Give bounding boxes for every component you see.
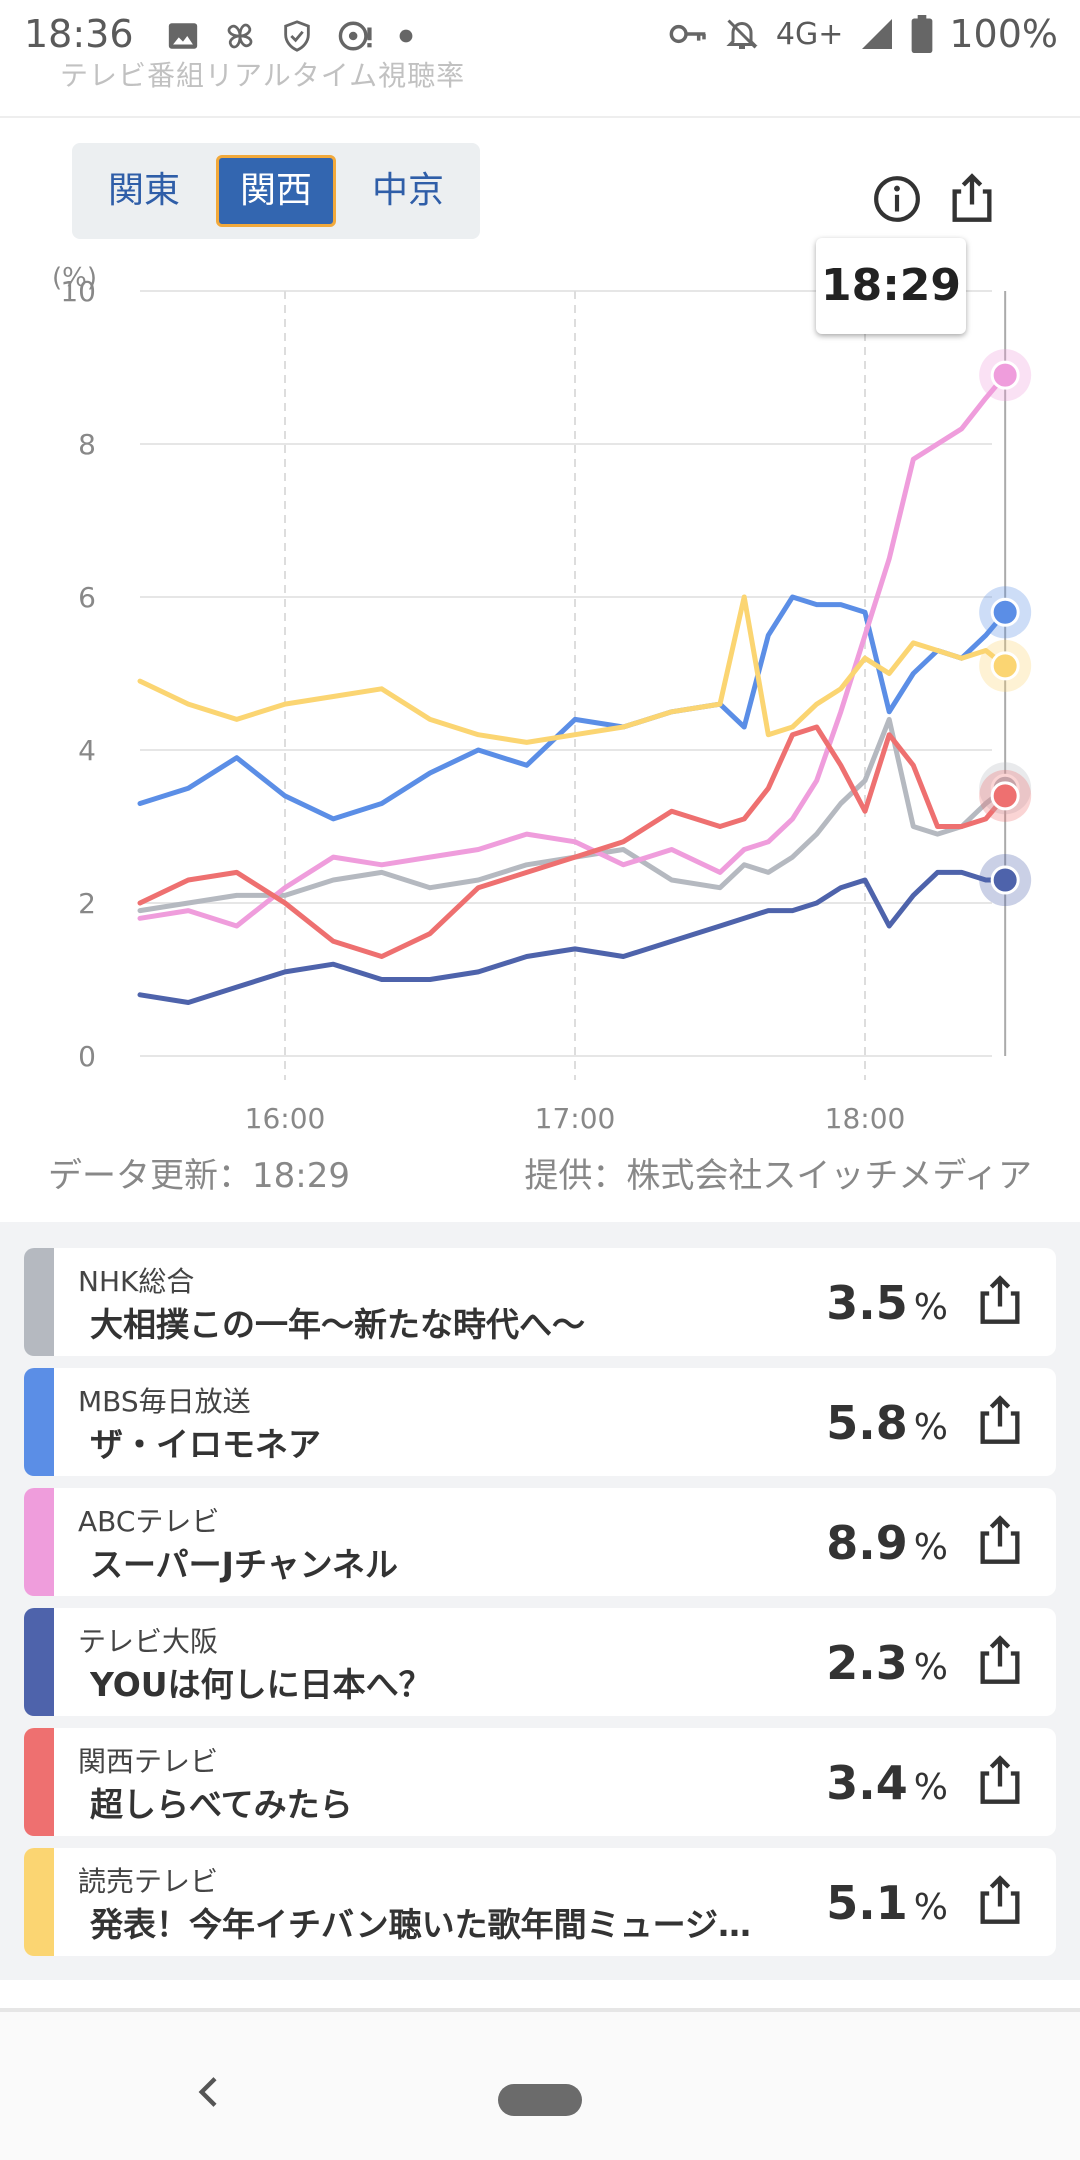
rating-number: 3.5 bbox=[826, 1276, 908, 1330]
info-icon[interactable] bbox=[872, 174, 922, 224]
image-icon bbox=[168, 23, 198, 49]
status-icons-right: 4G+ 100% bbox=[668, 12, 1058, 56]
program-card-mbs[interactable]: MBS毎日放送 ザ・イロモネア 5.8% bbox=[24, 1368, 1056, 1476]
y-tick-label: 4 bbox=[78, 734, 96, 767]
bell-off-icon bbox=[726, 19, 758, 49]
rating-unit: % bbox=[913, 1407, 948, 1448]
y-tick-label: 0 bbox=[78, 1040, 96, 1073]
program-title: 大相撲この一年〜新たな時代へ〜 bbox=[90, 1305, 585, 1344]
series-point-2 bbox=[990, 360, 1020, 390]
station-name: ABCテレビ bbox=[78, 1505, 220, 1538]
share-icon[interactable] bbox=[974, 1274, 1026, 1326]
series-line-5 bbox=[137, 594, 1008, 745]
program-title: スーパーJチャンネル bbox=[90, 1545, 398, 1584]
rating-number: 5.1 bbox=[826, 1876, 908, 1930]
status-bar: 18:36 4G+ 100% bbox=[0, 0, 1080, 72]
program-card-ytv[interactable]: 読売テレビ 発表！今年イチバン聴いた歌年間ミュージ… 5.1% bbox=[24, 1848, 1056, 1956]
share-icon[interactable] bbox=[974, 1754, 1026, 1806]
color-bar bbox=[24, 1848, 54, 1956]
rating-value: 2.3% bbox=[826, 1636, 948, 1690]
tab-kansai[interactable]: 関西 bbox=[216, 155, 336, 227]
rating-unit: % bbox=[913, 1527, 948, 1568]
shield-check-icon bbox=[284, 20, 310, 52]
color-bar bbox=[24, 1488, 54, 1596]
program-card-abc[interactable]: ABCテレビ スーパーJチャンネル 8.9% bbox=[24, 1488, 1056, 1596]
list-bottom-divider bbox=[0, 2008, 1080, 2012]
rating-chart: 0 2 4 6 8 10(%) 16:00 17:00 18:00 bbox=[52, 263, 1032, 1130]
rating-value: 5.1% bbox=[826, 1876, 948, 1930]
series-point-5 bbox=[990, 651, 1020, 681]
station-name: MBS毎日放送 bbox=[78, 1385, 251, 1418]
series-line-0 bbox=[137, 716, 1008, 914]
color-bar bbox=[24, 1728, 54, 1836]
rating-value: 3.5% bbox=[826, 1276, 948, 1330]
header-divider bbox=[0, 116, 1080, 118]
rating-number: 2.3 bbox=[826, 1636, 908, 1690]
series-line-4 bbox=[137, 724, 1008, 959]
y-axis-label: (%) bbox=[52, 263, 97, 293]
network-type: 4G+ bbox=[775, 16, 844, 52]
x-tick-label: 16:00 bbox=[245, 1102, 326, 1130]
rating-unit: % bbox=[913, 1287, 948, 1328]
home-pill[interactable] bbox=[498, 2084, 582, 2116]
station-name: 関西テレビ bbox=[78, 1745, 219, 1778]
color-bar bbox=[24, 1248, 54, 1356]
share-icon[interactable] bbox=[974, 1394, 1026, 1446]
rating-value: 3.4% bbox=[826, 1756, 948, 1810]
status-time: 18:36 bbox=[24, 12, 134, 56]
series-point-3 bbox=[990, 865, 1020, 895]
program-title: 発表！今年イチバン聴いた歌年間ミュージ… bbox=[90, 1905, 751, 1944]
share-icon[interactable] bbox=[946, 172, 998, 224]
y-tick-label: 10 bbox=[60, 275, 96, 308]
station-name: テレビ大阪 bbox=[78, 1625, 219, 1658]
program-card-ktv[interactable]: 関西テレビ 超しらべてみたら 3.4% bbox=[24, 1728, 1056, 1836]
dot-icon bbox=[399, 29, 413, 43]
data-updated-text: データ更新：18:29 bbox=[48, 1156, 350, 1196]
rating-number: 8.9 bbox=[826, 1516, 908, 1570]
rating-number: 3.4 bbox=[826, 1756, 908, 1810]
y-tick-label: 2 bbox=[78, 887, 96, 920]
chart-tooltip-time: 18:29 bbox=[816, 238, 966, 334]
program-card-tvo[interactable]: テレビ大阪 YOUは何しに日本へ？ 2.3% bbox=[24, 1608, 1056, 1716]
key-icon bbox=[669, 24, 706, 44]
pinwheel-icon bbox=[227, 23, 253, 49]
y-tick-label: 6 bbox=[78, 581, 96, 614]
battery-icon bbox=[911, 15, 933, 53]
program-title: ザ・イロモネア bbox=[90, 1425, 321, 1464]
status-icons-left bbox=[166, 16, 414, 56]
station-name: NHK総合 bbox=[78, 1265, 195, 1298]
rating-unit: % bbox=[913, 1647, 948, 1688]
battery-level: 100% bbox=[949, 12, 1058, 56]
color-bar bbox=[24, 1608, 54, 1716]
back-icon[interactable] bbox=[190, 2072, 230, 2112]
x-tick-label: 17:00 bbox=[535, 1102, 616, 1130]
tab-kanto[interactable]: 関東 bbox=[107, 170, 180, 211]
y-tick-label: 8 bbox=[78, 428, 96, 461]
share-icon[interactable] bbox=[974, 1874, 1026, 1926]
share-icon[interactable] bbox=[974, 1634, 1026, 1686]
rating-number: 5.8 bbox=[826, 1396, 908, 1450]
program-title: 超しらべてみたら bbox=[90, 1785, 353, 1824]
cast-icon bbox=[338, 21, 372, 51]
series-point-1 bbox=[990, 597, 1020, 627]
series-point-4 bbox=[990, 781, 1020, 811]
provider-text: 提供：株式会社スイッチメディア bbox=[524, 1156, 1032, 1196]
rating-value: 8.9% bbox=[826, 1516, 948, 1570]
signal-icon bbox=[862, 19, 893, 49]
x-tick-label: 18:00 bbox=[825, 1102, 906, 1130]
series-line-3 bbox=[137, 869, 1008, 1005]
station-name: 読売テレビ bbox=[78, 1865, 219, 1898]
tab-chukyo[interactable]: 中京 bbox=[371, 170, 444, 211]
page-title-cut: テレビ番組リアルタイム視聴率 bbox=[60, 59, 466, 92]
system-nav-bar bbox=[0, 2012, 1080, 2160]
program-card-nhk[interactable]: NHK総合 大相撲この一年〜新たな時代へ〜 3.5% bbox=[24, 1248, 1056, 1356]
rating-unit: % bbox=[913, 1767, 948, 1808]
share-icon[interactable] bbox=[974, 1514, 1026, 1566]
rating-value: 5.8% bbox=[826, 1396, 948, 1450]
program-title: YOUは何しに日本へ？ bbox=[90, 1665, 432, 1704]
rating-unit: % bbox=[913, 1887, 948, 1928]
region-tabs: 関東 関西 中京 bbox=[72, 143, 480, 239]
series-line-2 bbox=[137, 372, 1008, 929]
color-bar bbox=[24, 1368, 54, 1476]
